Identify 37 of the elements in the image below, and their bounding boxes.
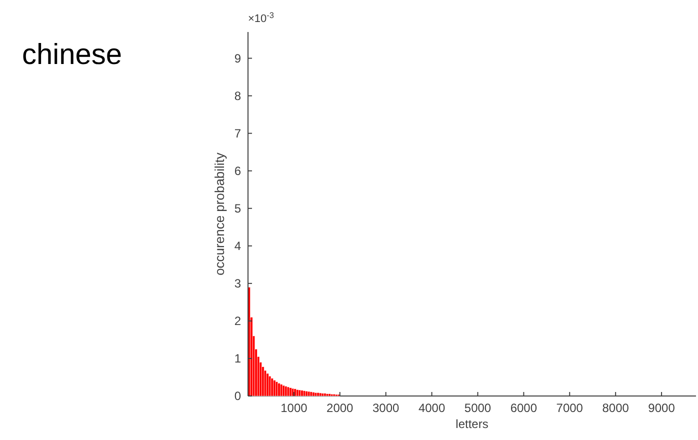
- y-axis-title: occurence probability: [212, 152, 227, 276]
- x-tick-label: 7000: [556, 401, 584, 415]
- bar: [324, 393, 326, 396]
- bar: [289, 388, 292, 396]
- bar: [286, 386, 290, 396]
- chart-title: chinese: [22, 39, 122, 71]
- y-tick-label: 0: [234, 389, 242, 403]
- y-tick-label: 1: [234, 351, 242, 366]
- bar: [321, 393, 324, 396]
- bar: [278, 383, 280, 396]
- y-tick-label: 7: [234, 126, 242, 140]
- x-tick-label: 5000: [464, 401, 492, 415]
- bar: [300, 390, 304, 396]
- x-axis-title: letters: [456, 417, 488, 431]
- x-tick-label: 1000: [280, 401, 308, 415]
- bar: [266, 373, 269, 396]
- y-tick-label: 5: [234, 201, 242, 216]
- bar: [270, 378, 274, 396]
- text: ×10$^{-3}$: [248, 10, 274, 25]
- y-tick-label: 3: [234, 276, 242, 290]
- bar: [326, 394, 329, 396]
- bar: [328, 394, 331, 396]
- x-tick-label: 9000: [648, 401, 676, 415]
- x-tick-label: 2000: [326, 401, 354, 415]
- x-tick-label: 3000: [372, 401, 400, 415]
- x-tick-label: 6000: [510, 401, 538, 415]
- y-tick-label: 2: [234, 314, 242, 328]
- bar: [275, 382, 278, 396]
- y-tick-label: 9: [234, 51, 242, 66]
- bar: [312, 392, 315, 396]
- x-tick-label: 4000: [418, 401, 446, 415]
- y-tick-label: 8: [234, 88, 242, 103]
- bar: [316, 392, 320, 396]
- y-tick-label: 4: [234, 238, 242, 253]
- x-tick-label: 8000: [602, 401, 630, 415]
- y-tick-label: 6: [234, 164, 242, 178]
- bar: [310, 392, 312, 396]
